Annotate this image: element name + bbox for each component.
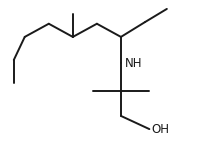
Text: NH: NH [125,57,143,70]
Text: OH: OH [152,123,170,136]
